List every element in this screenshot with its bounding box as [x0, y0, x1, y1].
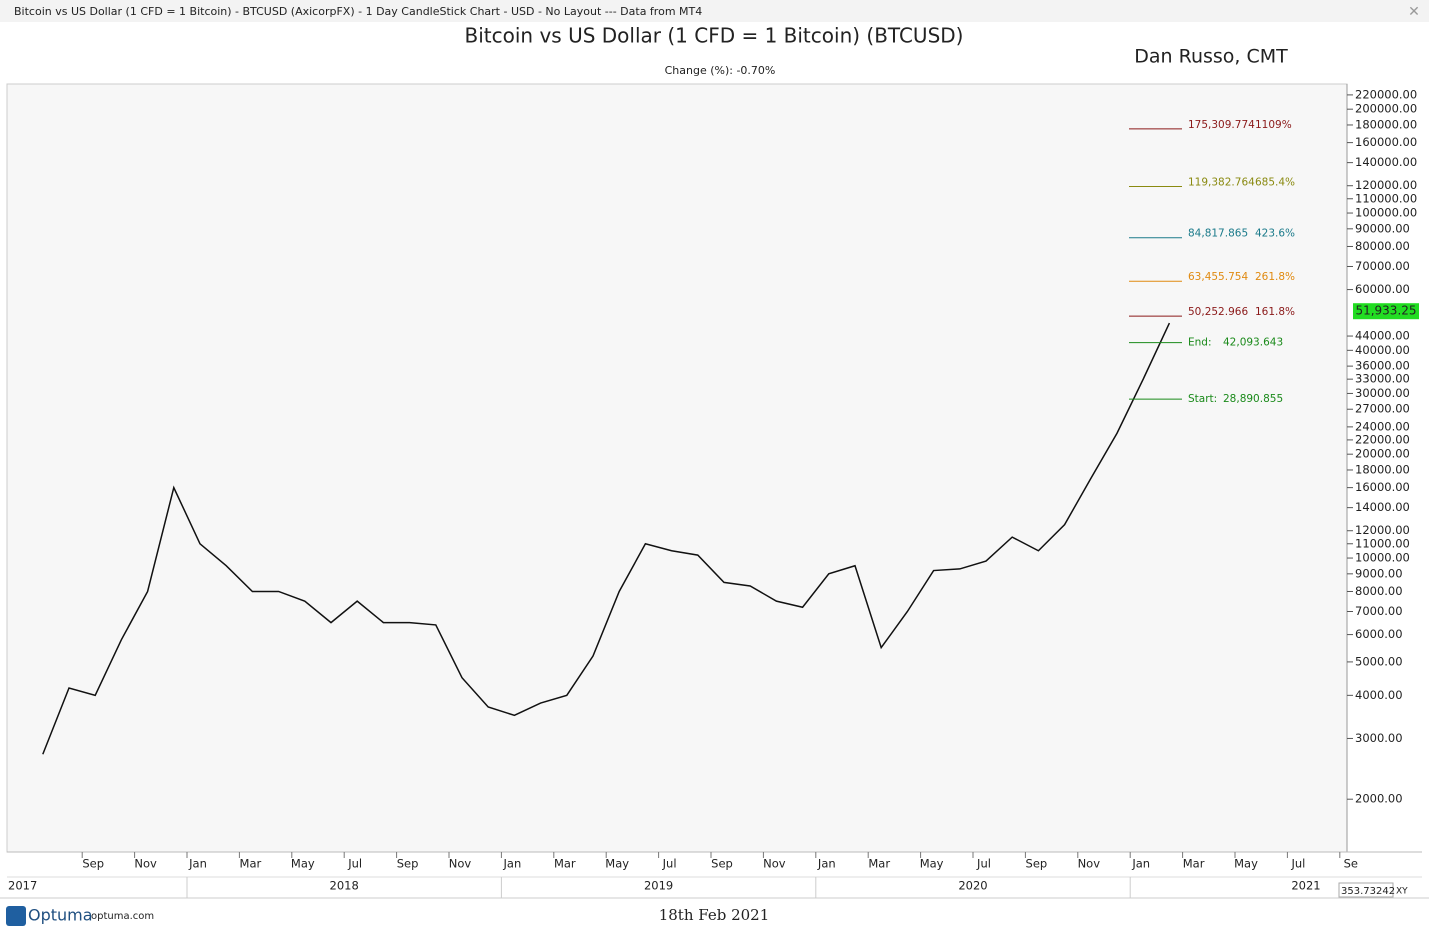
y-tick-label: 7000.00: [1355, 604, 1403, 618]
x-tick-label: May: [1234, 857, 1258, 871]
y-tick-label: 8000.00: [1355, 584, 1403, 598]
y-tick-label: 140000.00: [1355, 155, 1417, 169]
level-ratio: 261.8%: [1255, 271, 1295, 283]
y-tick-label: 11000.00: [1355, 536, 1410, 550]
x-tick-label: Nov: [1078, 857, 1101, 871]
year-label: 2021: [1291, 879, 1320, 893]
x-tick-label: Jan: [1131, 857, 1150, 871]
author: Dan Russo, CMT: [1134, 46, 1288, 68]
y-tick-label: 60000.00: [1355, 282, 1410, 296]
level-name: End:: [1188, 337, 1212, 349]
y-tick-label: 18000.00: [1355, 462, 1410, 476]
level-name: Start:: [1188, 393, 1217, 405]
y-tick-label: 14000.00: [1355, 500, 1410, 514]
y-tick-label: 12000.00: [1355, 523, 1410, 537]
year-label: 2020: [958, 879, 987, 893]
level-ratio: 161.8%: [1255, 306, 1295, 318]
x-tick-label: Nov: [134, 857, 157, 871]
x-tick-label: Jul: [976, 857, 991, 871]
y-tick-label: 3000.00: [1355, 731, 1403, 745]
y-tick-label: 22000.00: [1355, 432, 1410, 446]
y-tick-label: 110000.00: [1355, 191, 1417, 205]
footer-date: 18th Feb 2021: [659, 906, 770, 924]
level-value: 84,817.865: [1188, 228, 1248, 240]
price-line: [42, 322, 1171, 755]
cursor-box[interactable]: [1338, 882, 1394, 898]
y-tick-label: 20000.00: [1355, 447, 1410, 461]
y-tick-label: 90000.00: [1355, 221, 1410, 235]
x-tick-label: Nov: [449, 857, 472, 871]
x-tick-label: Nov: [763, 857, 786, 871]
y-tick-label: 6000.00: [1355, 627, 1403, 641]
x-tick-label: Mar: [868, 857, 890, 871]
subtitle: Change (%): -0.70%: [665, 64, 776, 77]
y-tick-label: 120000.00: [1355, 178, 1417, 192]
x-tick-label: May: [920, 857, 944, 871]
y-tick-label: 220000.00: [1355, 87, 1417, 101]
x-tick-label: Sep: [397, 857, 419, 871]
x-tick-label: May: [291, 857, 315, 871]
level-value: 42,093.643: [1223, 337, 1283, 349]
window-title: Bitcoin vs US Dollar (1 CFD = 1 Bitcoin)…: [14, 5, 702, 18]
site: optuma.com: [91, 911, 154, 922]
plot-area: [6, 83, 1348, 853]
level-ratio: 685.4%: [1255, 176, 1295, 188]
last-price-box: [1353, 303, 1419, 320]
x-tick-label: Jan: [188, 857, 207, 871]
y-tick-label: 9000.00: [1355, 566, 1403, 580]
x-tick-label: Sep: [82, 857, 104, 871]
x-tick-label: Mar: [554, 857, 576, 871]
y-tick-label: 180000.00: [1355, 117, 1417, 131]
x-tick-label: Se: [1344, 857, 1358, 871]
mode[interactable]: XY: [1396, 887, 1408, 897]
x-tick-label: Jul: [1290, 857, 1305, 871]
x-tick-label: Jul: [662, 857, 677, 871]
x-tick-label: Jan: [817, 857, 836, 871]
year-label: 2018: [330, 879, 359, 893]
y-tick-label: 27000.00: [1355, 402, 1410, 416]
y-tick-label: 10000.00: [1355, 551, 1410, 565]
y-tick-label: 16000.00: [1355, 480, 1410, 494]
level-value: 175,309.774: [1188, 119, 1255, 131]
close-button[interactable]: ✕: [1408, 4, 1420, 20]
y-tick-label: 40000.00: [1355, 343, 1410, 357]
year-label: 2017: [8, 879, 37, 893]
x-tick-label: Sep: [711, 857, 733, 871]
y-tick-label: 30000.00: [1355, 386, 1410, 400]
y-tick-label: 160000.00: [1355, 135, 1417, 149]
logo: [6, 906, 26, 926]
title-bar: [0, 0, 1429, 22]
y-tick-label: 36000.00: [1355, 359, 1410, 373]
y-tick-label: 24000.00: [1355, 419, 1410, 433]
y-tick-label: 80000.00: [1355, 239, 1410, 253]
x-tick-label: Mar: [1183, 857, 1205, 871]
chart-title: Bitcoin vs US Dollar (1 CFD = 1 Bitcoin)…: [465, 24, 964, 48]
level-value: 63,455.754: [1188, 271, 1248, 283]
level-value: 50,252.966: [1188, 306, 1248, 318]
x-tick-label: Mar: [240, 857, 262, 871]
y-tick-label: 70000.00: [1355, 259, 1410, 273]
brand: Optuma: [28, 906, 93, 925]
y-tick-label: 2000.00: [1355, 792, 1403, 806]
y-tick-label: 100000.00: [1355, 206, 1417, 220]
year-label: 2019: [644, 879, 673, 893]
y-tick-label: 44000.00: [1355, 329, 1410, 343]
y-tick-label: 4000.00: [1355, 688, 1403, 702]
y-tick-label: 5000.00: [1355, 654, 1403, 668]
y-tick-label: 33000.00: [1355, 372, 1410, 386]
x-tick-label: Jul: [347, 857, 362, 871]
level-ratio: 423.6%: [1255, 228, 1295, 240]
y-tick-label: 200000.00: [1355, 102, 1417, 116]
x-tick-label: Sep: [1026, 857, 1048, 871]
x-tick-label: Jan: [503, 857, 522, 871]
level-value: 28,890.855: [1223, 393, 1283, 405]
x-tick-label: May: [605, 857, 629, 871]
last-price-label: 51,933.25: [1355, 304, 1416, 318]
cursor-value: 353.73242: [1341, 886, 1395, 897]
level-ratio: 1109%: [1255, 119, 1292, 131]
level-value: 119,382.764: [1188, 176, 1255, 188]
